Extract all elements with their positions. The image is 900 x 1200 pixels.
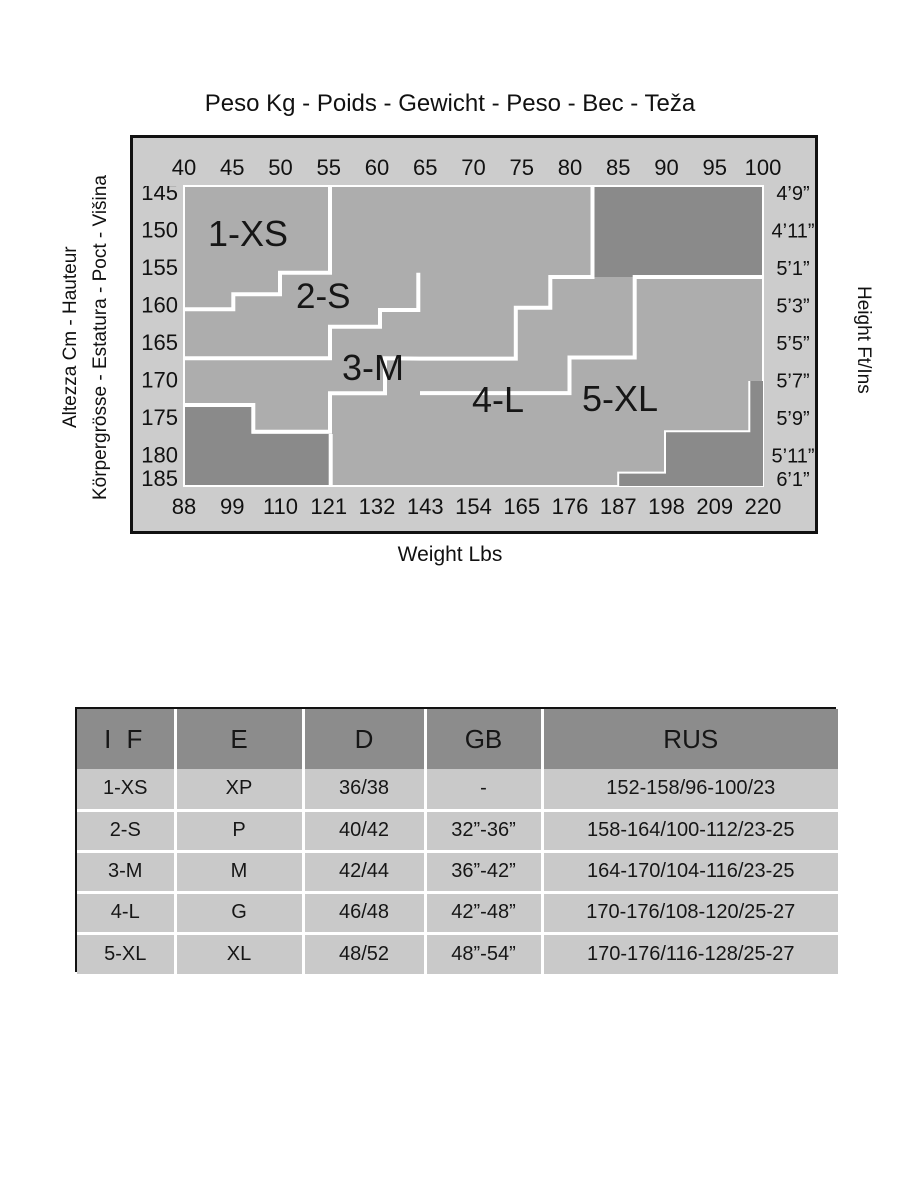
svg-text:5’9”: 5’9”	[776, 408, 809, 430]
svg-text:5’1”: 5’1”	[776, 258, 809, 280]
svg-text:100: 100	[745, 155, 782, 180]
svg-text:165: 165	[503, 494, 540, 519]
svg-text:5’5”: 5’5”	[776, 333, 809, 355]
svg-text:160: 160	[141, 293, 178, 318]
svg-text:198: 198	[648, 494, 685, 519]
svg-text:70: 70	[461, 155, 485, 180]
svg-text:187: 187	[600, 494, 637, 519]
svg-text:75: 75	[510, 155, 534, 180]
svg-text:110: 110	[263, 494, 298, 519]
svg-text:185: 185	[141, 466, 178, 486]
svg-text:154: 154	[455, 494, 492, 519]
svg-text:132: 132	[359, 494, 396, 519]
svg-text:85: 85	[606, 155, 630, 180]
svg-text:40: 40	[172, 155, 196, 180]
svg-text:60: 60	[365, 155, 389, 180]
svg-text:5’11”: 5’11”	[772, 446, 815, 468]
svg-text:170: 170	[141, 368, 178, 393]
svg-text:175: 175	[141, 405, 178, 430]
svg-text:50: 50	[268, 155, 292, 180]
svg-text:45: 45	[220, 155, 244, 180]
svg-text:165: 165	[141, 330, 178, 355]
svg-text:176: 176	[552, 494, 589, 519]
svg-text:65: 65	[413, 155, 437, 180]
svg-text:143: 143	[407, 494, 444, 519]
svg-text:90: 90	[654, 155, 678, 180]
svg-text:4’9”: 4’9”	[776, 186, 809, 205]
svg-text:88: 88	[172, 494, 196, 519]
svg-text:5’7”: 5’7”	[776, 371, 809, 393]
svg-text:209: 209	[696, 494, 733, 519]
svg-text:95: 95	[703, 155, 727, 180]
svg-text:145: 145	[141, 186, 178, 205]
svg-text:180: 180	[141, 443, 178, 468]
svg-text:155: 155	[141, 255, 178, 280]
svg-text:80: 80	[558, 155, 582, 180]
svg-text:55: 55	[317, 155, 341, 180]
svg-text:4’11”: 4’11”	[772, 221, 815, 243]
svg-text:99: 99	[220, 494, 244, 519]
svg-text:121: 121	[310, 494, 347, 519]
svg-text:6’1”: 6’1”	[776, 469, 809, 486]
svg-text:220: 220	[745, 494, 782, 519]
svg-text:150: 150	[141, 218, 178, 243]
svg-text:5’3”: 5’3”	[776, 296, 809, 318]
